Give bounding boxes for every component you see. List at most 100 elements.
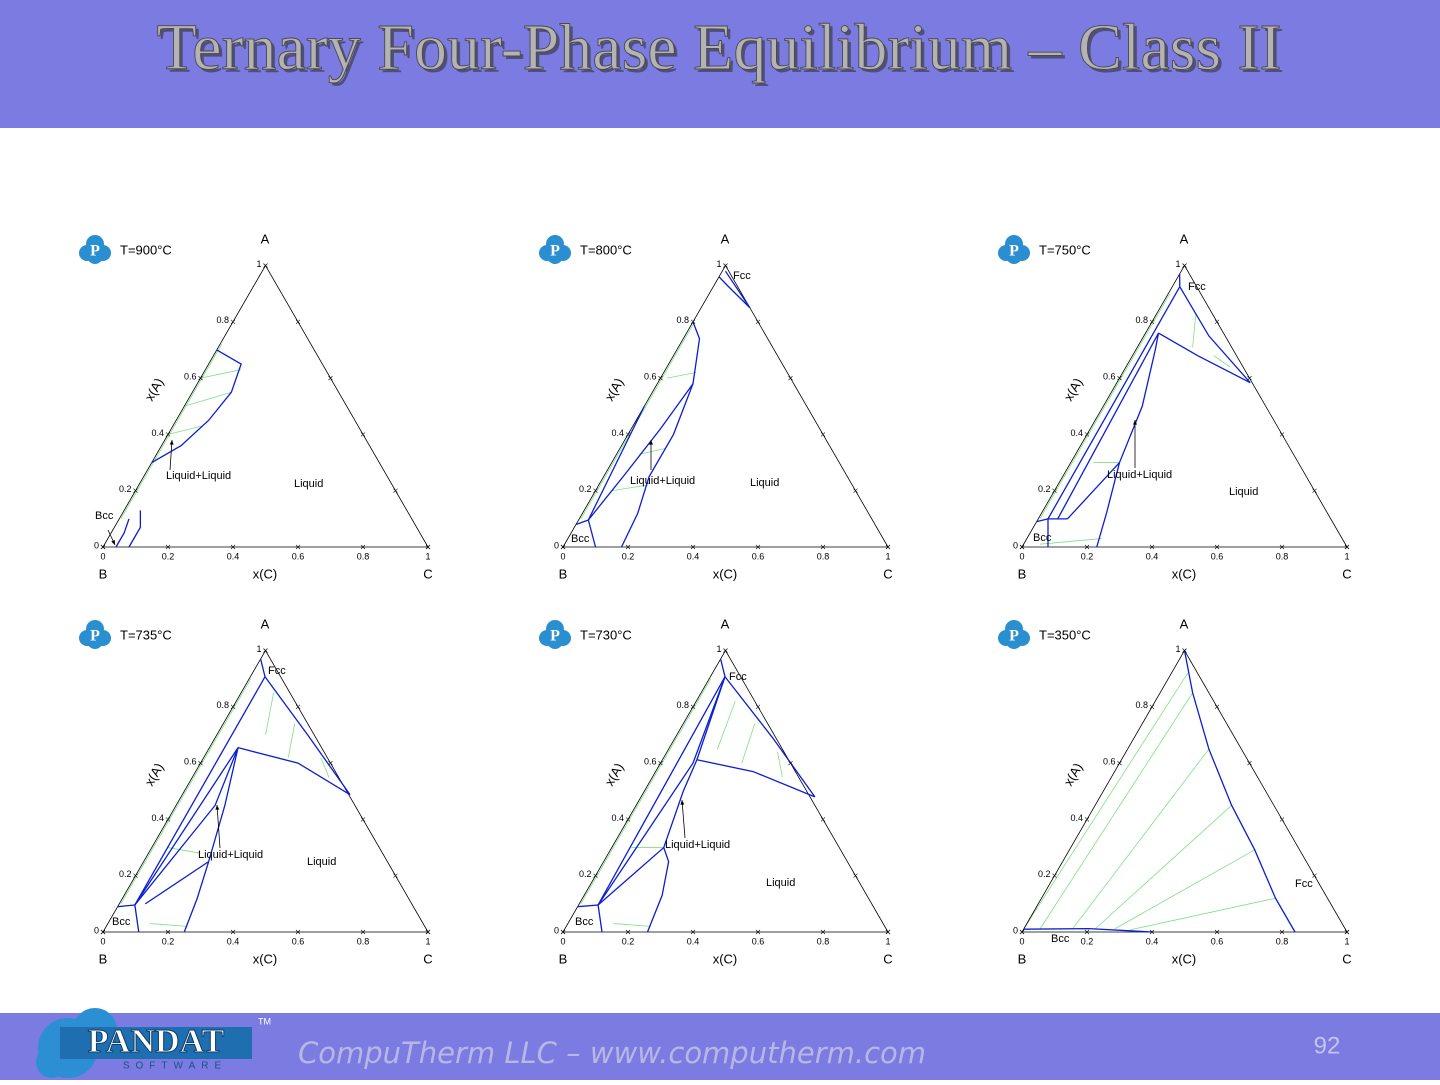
- region-label: Bcc: [95, 510, 114, 522]
- footer-company: CompuTherm LLC – www.computherm.com: [298, 1036, 926, 1070]
- region-label: Fcc: [733, 270, 751, 282]
- tie-line: [288, 724, 295, 758]
- axis-label: x(C): [253, 566, 278, 581]
- axis-label: x(C): [1172, 566, 1197, 581]
- region-label: Liquid+Liquid: [198, 849, 263, 861]
- temperature: T=800°C: [580, 242, 632, 257]
- tick-mark: [1313, 874, 1317, 878]
- tie-line: [1073, 749, 1209, 929]
- temperature: T=735°C: [120, 627, 172, 642]
- left-tick-label: 0: [94, 925, 99, 935]
- phase-boundary: [697, 760, 815, 797]
- tie-line: [1024, 673, 1188, 929]
- bottom-tick-label: 0.8: [817, 551, 830, 561]
- tick-mark: [1150, 705, 1154, 709]
- tick-mark: [264, 649, 268, 653]
- tick-mark: [1280, 817, 1284, 821]
- triangle: [1022, 266, 1347, 547]
- panel-logo-letter: P: [1009, 243, 1019, 260]
- logo-sub: SOFTWARE: [123, 1061, 227, 1072]
- tie-line: [150, 924, 187, 927]
- bottom-tick-label: 0.4: [687, 936, 700, 946]
- tick-mark: [394, 489, 398, 493]
- vertex-label: C: [1342, 951, 1351, 966]
- tick-mark: [329, 376, 333, 380]
- vertex-label: A: [1180, 231, 1189, 246]
- tie-line: [266, 693, 274, 735]
- tick-mark: [296, 705, 300, 709]
- bottom-tick-label: 0.6: [752, 551, 765, 561]
- arrow-line: [217, 805, 220, 848]
- tie-line: [1131, 898, 1276, 930]
- tick-mark: [1053, 874, 1057, 878]
- tick-mark: [821, 817, 825, 821]
- left-tick-label: 0: [554, 925, 559, 935]
- left-tick-label: 1: [716, 259, 721, 269]
- vertex-label: C: [1342, 566, 1351, 581]
- left-tick-label: 0.2: [1038, 869, 1051, 879]
- region-label: Bcc: [112, 916, 131, 928]
- tick-mark: [1313, 489, 1317, 493]
- title: Ternary Four-Phase Equilibrium – Class I…: [156, 11, 1281, 84]
- tie-line: [168, 848, 201, 854]
- bottom-tick-label: 1: [1344, 551, 1349, 561]
- left-tick-label: 0.6: [1103, 372, 1116, 382]
- vertex-label: B: [99, 951, 108, 966]
- phase-boundary: [261, 659, 265, 677]
- page-number: 92: [1314, 1032, 1341, 1059]
- left-tick-label: 0.6: [1103, 757, 1116, 767]
- axis-label: x(C): [253, 951, 278, 966]
- tick-mark: [361, 432, 365, 436]
- trademark: TM: [258, 1016, 271, 1026]
- tie-line: [742, 724, 755, 763]
- tie-line: [717, 701, 735, 749]
- tie-line: [1040, 294, 1170, 519]
- left-tick-label: 1: [256, 259, 261, 269]
- phase-boundary: [1180, 287, 1250, 383]
- left-tick-label: 0.4: [1070, 813, 1083, 823]
- temperature: T=750°C: [1039, 242, 1091, 257]
- left-tick-label: 0: [94, 540, 99, 550]
- axis-label: x(C): [1172, 951, 1197, 966]
- bottom-tick-label: 0.6: [292, 936, 305, 946]
- region-label: Liquid: [294, 478, 323, 490]
- region-label: Bcc: [571, 533, 590, 545]
- tick-mark: [1215, 320, 1219, 324]
- vertex-label: B: [1018, 566, 1027, 581]
- axis-label: x(A): [602, 760, 627, 788]
- phase-boundary: [648, 848, 669, 932]
- region-label: Fcc: [1295, 878, 1313, 890]
- triangle: [563, 651, 888, 932]
- tick-mark: [1248, 376, 1252, 380]
- left-tick-label: 0.4: [151, 813, 164, 823]
- bottom-tick-label: 0.4: [1146, 936, 1159, 946]
- arrow-line: [682, 800, 685, 838]
- phase-boundary: [184, 862, 208, 932]
- region-label: Bcc: [1051, 933, 1070, 945]
- vertex-label: B: [1018, 951, 1027, 966]
- left-tick-label: 1: [1175, 644, 1180, 654]
- left-tick-label: 0: [1013, 925, 1018, 935]
- phase-boundary: [588, 384, 693, 520]
- phase-boundary: [135, 905, 139, 932]
- bottom-tick-label: 1: [885, 551, 890, 561]
- left-tick-label: 0.4: [611, 428, 624, 438]
- temperature: T=900°C: [120, 242, 172, 257]
- phase-boundary: [118, 905, 135, 907]
- triangle: [103, 651, 428, 932]
- tie-line: [667, 373, 696, 379]
- bottom-tick-label: 0.4: [227, 936, 240, 946]
- region-label: Liquid: [750, 477, 779, 489]
- tick-mark: [821, 432, 825, 436]
- region-label: Bcc: [1033, 532, 1052, 544]
- bottom-tick-label: 0.4: [1146, 551, 1159, 561]
- bottom-tick-label: 0.2: [1081, 936, 1094, 946]
- left-tick-label: 0.6: [184, 372, 197, 382]
- left-tick-label: 0.8: [1135, 315, 1148, 325]
- vertex-label: A: [721, 231, 730, 246]
- bottom-tick-label: 1: [425, 936, 430, 946]
- left-tick-label: 1: [256, 644, 261, 654]
- tick-mark: [394, 874, 398, 878]
